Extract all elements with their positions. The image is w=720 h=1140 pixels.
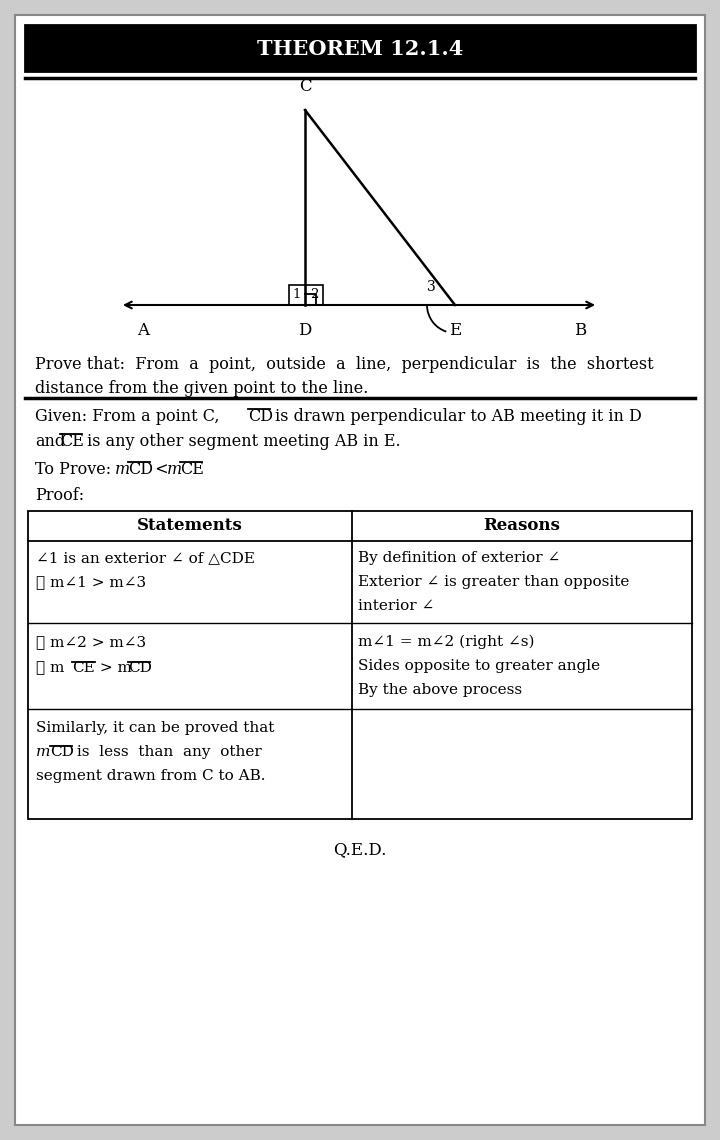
Text: CE: CE: [60, 433, 84, 450]
Text: CD: CD: [50, 746, 74, 759]
Text: E: E: [449, 321, 461, 339]
Text: CE: CE: [180, 461, 204, 478]
Text: CD: CD: [248, 408, 273, 425]
Text: m: m: [167, 461, 182, 478]
Text: B: B: [574, 321, 586, 339]
Text: A: A: [137, 321, 149, 339]
FancyBboxPatch shape: [289, 285, 323, 306]
Text: is drawn perpendicular to AB meeting it in D: is drawn perpendicular to AB meeting it …: [270, 408, 642, 425]
Text: m: m: [115, 461, 130, 478]
Text: interior ∠: interior ∠: [358, 598, 434, 613]
Text: By definition of exterior ∠: By definition of exterior ∠: [358, 551, 560, 565]
Text: Prove that:  From  a  point,  outside  a  line,  perpendicular  is  the  shortes: Prove that: From a point, outside a line…: [35, 356, 654, 373]
Text: To Prove:: To Prove:: [35, 461, 116, 478]
Text: m: m: [36, 746, 50, 759]
FancyBboxPatch shape: [15, 15, 705, 1125]
Text: is any other segment meeting AB in E.: is any other segment meeting AB in E.: [82, 433, 400, 450]
Text: Proof:: Proof:: [35, 487, 84, 504]
Text: Sides opposite to greater angle: Sides opposite to greater angle: [358, 659, 600, 673]
Text: Given: From a point C,: Given: From a point C,: [35, 408, 220, 425]
Text: ∠1 is an exterior ∠ of △CDE: ∠1 is an exterior ∠ of △CDE: [36, 551, 255, 565]
Text: Statements: Statements: [137, 518, 243, 535]
Text: D: D: [298, 321, 312, 339]
Text: ∴ m∠1 > m∠3: ∴ m∠1 > m∠3: [36, 575, 146, 589]
Text: 3: 3: [427, 280, 436, 294]
Text: Exterior ∠ is greater than opposite: Exterior ∠ is greater than opposite: [358, 575, 629, 589]
Text: CD: CD: [128, 661, 152, 675]
Text: and: and: [35, 433, 65, 450]
FancyBboxPatch shape: [28, 511, 692, 819]
Text: <: <: [150, 461, 174, 478]
Text: THEOREM 12.1.4: THEOREM 12.1.4: [257, 39, 463, 59]
Text: m∠1 = m∠2 (right ∠s): m∠1 = m∠2 (right ∠s): [358, 635, 534, 650]
Text: 1: 1: [293, 288, 301, 301]
Text: By the above process: By the above process: [358, 683, 522, 697]
Text: CD: CD: [128, 461, 153, 478]
Text: Q.E.D.: Q.E.D.: [333, 841, 387, 858]
Text: Reasons: Reasons: [484, 518, 560, 535]
Text: ∴ m: ∴ m: [36, 661, 64, 675]
Text: distance from the given point to the line.: distance from the given point to the lin…: [35, 380, 369, 397]
Text: > m: > m: [95, 661, 132, 675]
Text: segment drawn from C to AB.: segment drawn from C to AB.: [36, 770, 266, 783]
Text: CE: CE: [72, 661, 95, 675]
FancyBboxPatch shape: [25, 25, 695, 71]
Text: is  less  than  any  other: is less than any other: [72, 746, 262, 759]
Text: 2: 2: [310, 288, 318, 301]
Text: Similarly, it can be proved that: Similarly, it can be proved that: [36, 720, 274, 735]
Text: C: C: [299, 78, 311, 95]
Text: ∴ m∠2 > m∠3: ∴ m∠2 > m∠3: [36, 635, 146, 649]
